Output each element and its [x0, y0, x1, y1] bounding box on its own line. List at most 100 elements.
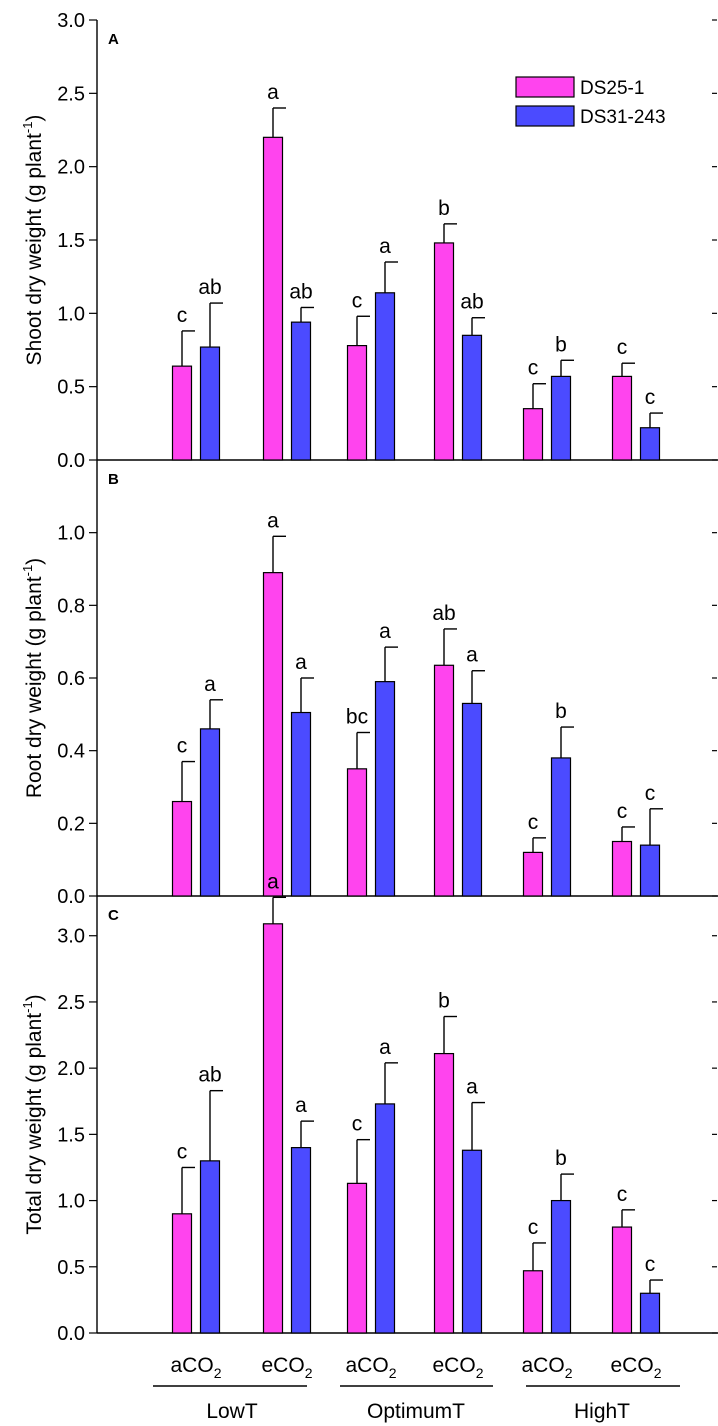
panel-letter: C [108, 907, 119, 924]
y-tick-label: 0.5 [57, 1257, 85, 1279]
y-tick-label: 0.5 [57, 377, 85, 399]
temperature-group-label: HighT [574, 1400, 630, 1423]
significance-label: c [645, 1253, 656, 1276]
y-axis-label: Root dry weight (g plant-1) [20, 558, 46, 798]
x-category-label: aCO2 [346, 1354, 397, 1381]
bar [550, 375, 572, 461]
bar [639, 427, 661, 461]
panels: 0.0 0.5 1.0 1.5 2.0 2.5 3.0 A Shoot dry weight (… [20, 10, 718, 1345]
y-tick-label: 0.2 [57, 813, 85, 835]
bar [550, 1199, 572, 1334]
bar [461, 1149, 483, 1334]
y-axis-label-superscript: -1 [20, 1001, 35, 1013]
x-category-label-subscript: 2 [476, 1365, 484, 1381]
y-tick-label: 0.4 [57, 741, 85, 763]
significance-label: bc [346, 706, 368, 729]
significance-label: c [617, 1183, 628, 1206]
x-category-label-text: aCO [171, 1354, 214, 1377]
y-tick-label: 0.8 [57, 595, 85, 617]
y-tick-label: 0.0 [57, 1323, 85, 1345]
significance-label: b [438, 197, 450, 220]
bar [262, 136, 284, 461]
significance-label: a [379, 1036, 391, 1059]
significance-label: a [379, 620, 391, 643]
significance-label: ab [460, 291, 483, 314]
bar [522, 408, 544, 461]
bar [461, 702, 483, 897]
legend-label: DS25-1 [580, 78, 644, 99]
y-tick-label: 3.0 [57, 10, 85, 32]
bar [290, 711, 312, 897]
bar [171, 365, 193, 461]
y-tick-label: 1.5 [57, 230, 85, 252]
x-category-label-text: aCO [522, 1354, 565, 1377]
bar [522, 851, 544, 897]
bar [611, 1226, 633, 1334]
bar [262, 572, 284, 897]
significance-label: a [379, 235, 391, 258]
significance-label: b [438, 990, 450, 1013]
y-axis-label-text: Shoot dry weight (g plant [23, 133, 46, 365]
significance-label: ab [289, 280, 312, 303]
significance-label: ab [198, 276, 221, 299]
panel-a: 0.0 0.5 1.0 1.5 2.0 2.5 3.0 A Shoot dry weight (… [20, 10, 718, 472]
significance-label: c [352, 1113, 363, 1136]
y-axis-label-close: ) [23, 115, 46, 122]
significance-label: a [267, 509, 279, 532]
x-category-label: eCO2 [611, 1354, 662, 1381]
significance-label: a [466, 1076, 478, 1099]
y-axis-label-text: Total dry weight (g plant [23, 1013, 46, 1235]
y-axis-label-close: ) [23, 994, 46, 1001]
x-category-label-subscript: 2 [565, 1365, 573, 1381]
x-category-label-subscript: 2 [214, 1365, 222, 1381]
legend-label: DS31-243 [580, 107, 666, 128]
panel-c: 0.0 0.5 1.0 1.5 2.0 2.5 3.0 C Total dry weight (… [20, 870, 718, 1345]
y-tick-label: 2.0 [57, 157, 85, 179]
significance-label: c [528, 357, 539, 380]
bar [199, 346, 221, 461]
significance-label: a [295, 1094, 307, 1117]
bar [346, 345, 368, 461]
significance-label: ab [198, 1064, 221, 1087]
y-axis-label: Shoot dry weight (g plant-1) [20, 115, 46, 366]
y-tick-label: 1.5 [57, 1124, 85, 1146]
bar [262, 923, 284, 1334]
y-axis-label-text: Root dry weight (g plant [23, 576, 46, 798]
temperature-group-label: OptimumT [367, 1400, 465, 1423]
x-category-label-subscript: 2 [305, 1365, 313, 1381]
bar [611, 375, 633, 461]
panel-b: 0.0 0.2 0.4 0.6 0.8 1.0 B Root dry weight (g pl… [20, 460, 718, 908]
bar [433, 664, 455, 897]
significance-label: c [528, 811, 539, 834]
bar [374, 1103, 396, 1334]
legend-swatch [515, 105, 575, 127]
bar [199, 1160, 221, 1334]
significance-label: a [295, 651, 307, 674]
y-tick-label: 0.0 [57, 886, 85, 908]
significance-label: c [177, 735, 188, 758]
significance-label: c [617, 336, 628, 359]
y-tick-label: 0.6 [57, 668, 85, 690]
x-category-label-text: eCO [262, 1354, 305, 1377]
significance-label: c [645, 782, 656, 805]
bar [522, 1270, 544, 1334]
bar [433, 242, 455, 461]
panel-letter: A [108, 31, 119, 48]
bar [433, 1052, 455, 1334]
bar [290, 321, 312, 461]
x-category-label: aCO2 [171, 1354, 222, 1381]
x-category-label-text: eCO [611, 1354, 654, 1377]
bar [346, 768, 368, 897]
bar [171, 800, 193, 897]
x-category-label: aCO2 [522, 1354, 573, 1381]
x-category-label: eCO2 [262, 1354, 313, 1381]
significance-label: c [352, 289, 363, 312]
x-category-label-text: aCO [346, 1354, 389, 1377]
y-tick-label: 1.0 [57, 303, 85, 325]
significance-label: a [267, 81, 279, 104]
significance-label: a [267, 870, 279, 893]
y-tick-label: 3.0 [57, 926, 85, 948]
legend-swatch [515, 76, 575, 98]
